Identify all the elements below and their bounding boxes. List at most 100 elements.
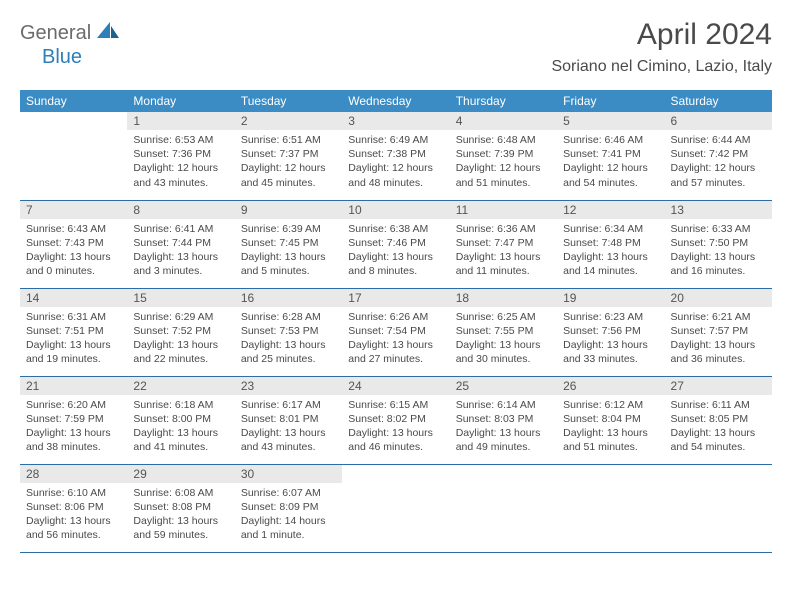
calendar-cell: 4Sunrise: 6:48 AMSunset: 7:39 PMDaylight… xyxy=(450,112,557,200)
day-number: 15 xyxy=(127,289,234,307)
calendar-cell: 7Sunrise: 6:43 AMSunset: 7:43 PMDaylight… xyxy=(20,200,127,288)
day-number: 14 xyxy=(20,289,127,307)
day-details: Sunrise: 6:08 AMSunset: 8:08 PMDaylight:… xyxy=(127,483,234,547)
calendar-cell: 24Sunrise: 6:15 AMSunset: 8:02 PMDayligh… xyxy=(342,376,449,464)
calendar-cell: 28Sunrise: 6:10 AMSunset: 8:06 PMDayligh… xyxy=(20,464,127,552)
day-number: 21 xyxy=(20,377,127,395)
day-details: Sunrise: 6:21 AMSunset: 7:57 PMDaylight:… xyxy=(665,307,772,371)
day-number: 20 xyxy=(665,289,772,307)
day-number: 17 xyxy=(342,289,449,307)
day-details: Sunrise: 6:14 AMSunset: 8:03 PMDaylight:… xyxy=(450,395,557,459)
day-number: 2 xyxy=(235,112,342,130)
day-number: 19 xyxy=(557,289,664,307)
day-number: 25 xyxy=(450,377,557,395)
day-details: Sunrise: 6:41 AMSunset: 7:44 PMDaylight:… xyxy=(127,219,234,283)
calendar-cell: 15Sunrise: 6:29 AMSunset: 7:52 PMDayligh… xyxy=(127,288,234,376)
day-number: 23 xyxy=(235,377,342,395)
day-number: 16 xyxy=(235,289,342,307)
calendar-cell: 13Sunrise: 6:33 AMSunset: 7:50 PMDayligh… xyxy=(665,200,772,288)
day-number: 1 xyxy=(127,112,234,130)
weekday-header: Thursday xyxy=(450,90,557,112)
day-number: 30 xyxy=(235,465,342,483)
day-details: Sunrise: 6:53 AMSunset: 7:36 PMDaylight:… xyxy=(127,130,234,194)
day-details: Sunrise: 6:44 AMSunset: 7:42 PMDaylight:… xyxy=(665,130,772,194)
day-details: Sunrise: 6:07 AMSunset: 8:09 PMDaylight:… xyxy=(235,483,342,547)
day-details: Sunrise: 6:11 AMSunset: 8:05 PMDaylight:… xyxy=(665,395,772,459)
sail-icon xyxy=(97,22,119,45)
day-details: Sunrise: 6:39 AMSunset: 7:45 PMDaylight:… xyxy=(235,219,342,283)
day-number: 10 xyxy=(342,201,449,219)
day-number: 22 xyxy=(127,377,234,395)
day-number: 7 xyxy=(20,201,127,219)
day-details: Sunrise: 6:18 AMSunset: 8:00 PMDaylight:… xyxy=(127,395,234,459)
calendar-cell: 22Sunrise: 6:18 AMSunset: 8:00 PMDayligh… xyxy=(127,376,234,464)
calendar-cell: 14Sunrise: 6:31 AMSunset: 7:51 PMDayligh… xyxy=(20,288,127,376)
brand-blue: Blue xyxy=(42,46,82,69)
calendar-cell: 26Sunrise: 6:12 AMSunset: 8:04 PMDayligh… xyxy=(557,376,664,464)
calendar-cell: 27Sunrise: 6:11 AMSunset: 8:05 PMDayligh… xyxy=(665,376,772,464)
calendar-body: 1Sunrise: 6:53 AMSunset: 7:36 PMDaylight… xyxy=(20,112,772,552)
calendar-cell xyxy=(557,464,664,552)
day-details: Sunrise: 6:20 AMSunset: 7:59 PMDaylight:… xyxy=(20,395,127,459)
calendar-cell: 9Sunrise: 6:39 AMSunset: 7:45 PMDaylight… xyxy=(235,200,342,288)
day-number: 13 xyxy=(665,201,772,219)
day-number: 3 xyxy=(342,112,449,130)
calendar-cell: 3Sunrise: 6:49 AMSunset: 7:38 PMDaylight… xyxy=(342,112,449,200)
calendar-cell: 10Sunrise: 6:38 AMSunset: 7:46 PMDayligh… xyxy=(342,200,449,288)
brand-logo: General xyxy=(20,22,123,45)
calendar-cell xyxy=(450,464,557,552)
day-details: Sunrise: 6:15 AMSunset: 8:02 PMDaylight:… xyxy=(342,395,449,459)
calendar-cell: 21Sunrise: 6:20 AMSunset: 7:59 PMDayligh… xyxy=(20,376,127,464)
calendar-cell xyxy=(20,112,127,200)
calendar-row: 7Sunrise: 6:43 AMSunset: 7:43 PMDaylight… xyxy=(20,200,772,288)
calendar-cell: 19Sunrise: 6:23 AMSunset: 7:56 PMDayligh… xyxy=(557,288,664,376)
day-number: 27 xyxy=(665,377,772,395)
calendar-cell: 20Sunrise: 6:21 AMSunset: 7:57 PMDayligh… xyxy=(665,288,772,376)
day-number: 5 xyxy=(557,112,664,130)
day-details: Sunrise: 6:34 AMSunset: 7:48 PMDaylight:… xyxy=(557,219,664,283)
calendar-cell xyxy=(665,464,772,552)
day-details: Sunrise: 6:51 AMSunset: 7:37 PMDaylight:… xyxy=(235,130,342,194)
day-details: Sunrise: 6:43 AMSunset: 7:43 PMDaylight:… xyxy=(20,219,127,283)
calendar-row: 14Sunrise: 6:31 AMSunset: 7:51 PMDayligh… xyxy=(20,288,772,376)
header: General April 2024 Soriano nel Cimino, L… xyxy=(20,18,772,76)
day-details: Sunrise: 6:29 AMSunset: 7:52 PMDaylight:… xyxy=(127,307,234,371)
day-details: Sunrise: 6:10 AMSunset: 8:06 PMDaylight:… xyxy=(20,483,127,547)
weekday-header: Monday xyxy=(127,90,234,112)
calendar-cell: 11Sunrise: 6:36 AMSunset: 7:47 PMDayligh… xyxy=(450,200,557,288)
location: Soriano nel Cimino, Lazio, Italy xyxy=(551,58,772,76)
day-details: Sunrise: 6:49 AMSunset: 7:38 PMDaylight:… xyxy=(342,130,449,194)
weekday-header: Wednesday xyxy=(342,90,449,112)
day-details: Sunrise: 6:46 AMSunset: 7:41 PMDaylight:… xyxy=(557,130,664,194)
day-details: Sunrise: 6:12 AMSunset: 8:04 PMDaylight:… xyxy=(557,395,664,459)
calendar-cell: 1Sunrise: 6:53 AMSunset: 7:36 PMDaylight… xyxy=(127,112,234,200)
calendar-cell: 2Sunrise: 6:51 AMSunset: 7:37 PMDaylight… xyxy=(235,112,342,200)
calendar-cell: 29Sunrise: 6:08 AMSunset: 8:08 PMDayligh… xyxy=(127,464,234,552)
calendar-table: SundayMondayTuesdayWednesdayThursdayFrid… xyxy=(20,90,772,553)
day-number: 12 xyxy=(557,201,664,219)
calendar-row: 21Sunrise: 6:20 AMSunset: 7:59 PMDayligh… xyxy=(20,376,772,464)
weekday-header: Friday xyxy=(557,90,664,112)
calendar-cell: 23Sunrise: 6:17 AMSunset: 8:01 PMDayligh… xyxy=(235,376,342,464)
calendar-row: 1Sunrise: 6:53 AMSunset: 7:36 PMDaylight… xyxy=(20,112,772,200)
day-number: 8 xyxy=(127,201,234,219)
weekday-header-row: SundayMondayTuesdayWednesdayThursdayFrid… xyxy=(20,90,772,112)
day-details: Sunrise: 6:17 AMSunset: 8:01 PMDaylight:… xyxy=(235,395,342,459)
day-details: Sunrise: 6:26 AMSunset: 7:54 PMDaylight:… xyxy=(342,307,449,371)
day-number: 24 xyxy=(342,377,449,395)
day-number: 4 xyxy=(450,112,557,130)
month-title: April 2024 xyxy=(551,18,772,52)
day-details: Sunrise: 6:38 AMSunset: 7:46 PMDaylight:… xyxy=(342,219,449,283)
day-details: Sunrise: 6:31 AMSunset: 7:51 PMDaylight:… xyxy=(20,307,127,371)
day-details: Sunrise: 6:25 AMSunset: 7:55 PMDaylight:… xyxy=(450,307,557,371)
day-number: 26 xyxy=(557,377,664,395)
day-number: 11 xyxy=(450,201,557,219)
day-number: 29 xyxy=(127,465,234,483)
day-details: Sunrise: 6:33 AMSunset: 7:50 PMDaylight:… xyxy=(665,219,772,283)
calendar-cell: 8Sunrise: 6:41 AMSunset: 7:44 PMDaylight… xyxy=(127,200,234,288)
calendar-cell: 12Sunrise: 6:34 AMSunset: 7:48 PMDayligh… xyxy=(557,200,664,288)
weekday-header: Tuesday xyxy=(235,90,342,112)
day-details: Sunrise: 6:48 AMSunset: 7:39 PMDaylight:… xyxy=(450,130,557,194)
day-number: 6 xyxy=(665,112,772,130)
calendar-cell: 30Sunrise: 6:07 AMSunset: 8:09 PMDayligh… xyxy=(235,464,342,552)
